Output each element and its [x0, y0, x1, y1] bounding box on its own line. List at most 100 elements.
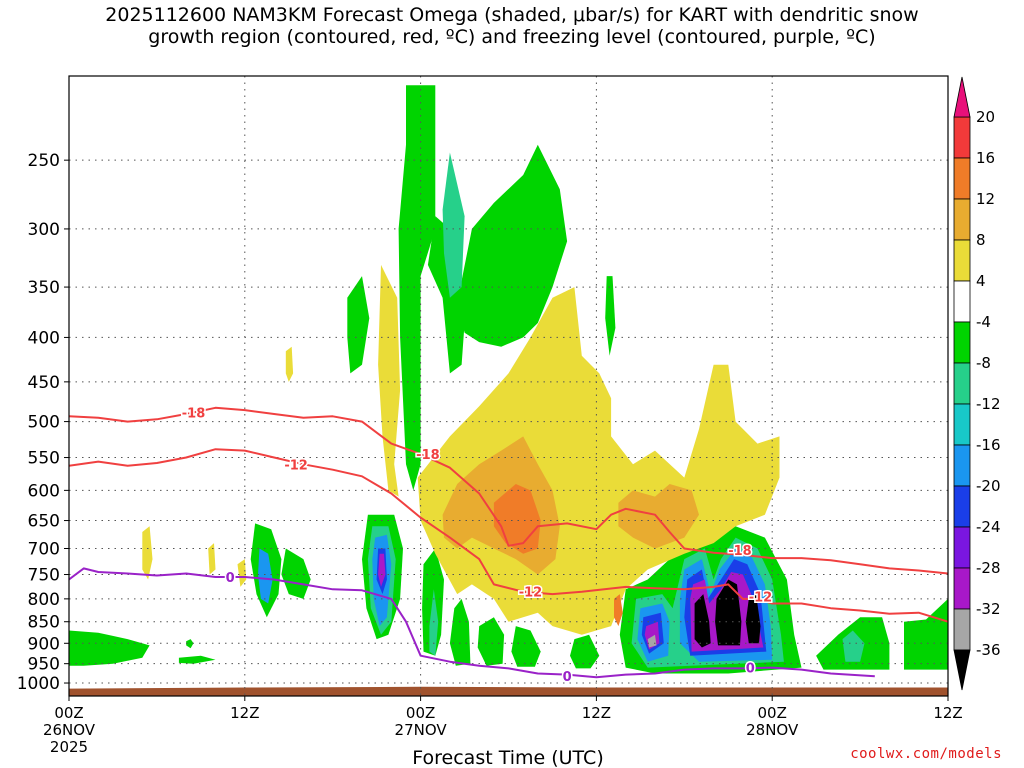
contour-label-0: -18	[182, 406, 206, 421]
colorbar-label-5: -4	[976, 313, 991, 331]
colorbar-band-11	[953, 567, 971, 610]
y-tick-label-800: 800	[28, 590, 60, 610]
omega-region-4	[605, 276, 616, 356]
colorbar-band-6	[953, 362, 971, 405]
colorbar-label-7: -12	[976, 395, 1001, 413]
x-tick-label-60: 12Z	[933, 704, 962, 722]
colorbar-label-8: -16	[976, 436, 1001, 454]
omega-region-42	[208, 543, 216, 575]
colorbar-band-3	[953, 239, 971, 282]
x-axis-label: Forecast Time (UTC)	[412, 747, 603, 768]
omega-region-36	[715, 579, 742, 646]
y-tick-label-1000: 1000	[17, 674, 60, 694]
omega-region-23	[842, 630, 865, 662]
colorbar-label-13: -36	[976, 641, 1001, 659]
omega-region-34	[647, 634, 657, 648]
contour-label-2: -18	[416, 448, 440, 463]
y-tick-label-300: 300	[28, 220, 60, 240]
omega-colorbar: 20 16 12 8 4 -4 -8 -12 -16 -20 -24 -28 -32 -36	[953, 76, 1001, 691]
colorbar-bottom-arrow	[953, 649, 971, 691]
colorbar-band-9	[953, 485, 971, 528]
omega-region-0	[398, 85, 436, 491]
y-tick-label-350: 350	[28, 278, 60, 298]
x-tick-label-24: 00Z	[406, 704, 435, 722]
y-tick-label-500: 500	[28, 413, 60, 433]
colorbar-top-arrow	[953, 76, 971, 118]
y-tick-label-650: 650	[28, 512, 60, 532]
omega-region-37	[745, 594, 761, 644]
contour-label-7: 0	[563, 670, 572, 685]
colorbar-label-12: -32	[976, 600, 1001, 618]
contour-0-2	[69, 567, 875, 679]
colorbar-band-5	[953, 321, 971, 364]
y-axis-ticks: 250 300 350 400 450 500 550 600 650 700 750 800 8509…	[17, 151, 69, 694]
x-tick-date-0: 26NOV	[43, 721, 96, 739]
omega-region-5	[69, 630, 150, 666]
omega-region-14	[511, 626, 541, 667]
x-tick-date-48: 28NOV	[746, 721, 799, 739]
colorbar-label-1: 16	[976, 149, 995, 167]
contour-label-5: -12	[749, 590, 773, 605]
y-tick-label-550: 550	[28, 449, 60, 469]
omega-region-19	[442, 152, 465, 298]
chart-title-line-1: 2025112600 NAM3KM Forecast Omega (shaded…	[105, 4, 919, 26]
y-tick-label-850: 850	[28, 613, 60, 633]
omega-region-9	[281, 548, 311, 599]
colorbar-label-4: 4	[976, 272, 986, 290]
terrain-fill	[69, 686, 948, 696]
colorbar-label-6: -8	[976, 354, 991, 372]
y-tick-label-250: 250	[28, 151, 60, 171]
colorbar-label-11: -28	[976, 559, 1001, 577]
contour-label-1: -12	[284, 458, 308, 473]
omega-region-3	[347, 276, 370, 374]
contour-label-8: 0	[746, 662, 755, 677]
plot-frame	[68, 75, 949, 697]
site-credit: coolwx.com/models	[850, 746, 1002, 762]
omega-region-24	[258, 548, 273, 604]
x-tick-label-48: 00Z	[758, 704, 787, 722]
omega-region-38	[285, 346, 294, 382]
contour-labels: -18 -12 -18 -12 -18 -12 0 0 0	[180, 405, 773, 687]
x-tick-year-0: 2025	[50, 738, 88, 756]
temperature-contours	[69, 406, 948, 679]
colorbar-band-4	[953, 280, 971, 323]
contour-label-6: 0	[226, 571, 235, 586]
omega-region-21	[429, 589, 439, 656]
y-tick-label-900: 900	[28, 634, 60, 654]
y-tick-label-450: 450	[28, 373, 60, 393]
colorbar-band-12	[953, 608, 971, 651]
omega-region-12	[449, 598, 471, 666]
x-tick-label-12: 12Z	[230, 704, 259, 722]
omega-region-6	[178, 655, 216, 664]
omega-region-13	[477, 617, 505, 666]
contour--18-0	[69, 406, 948, 575]
contour-label-4: -18	[728, 544, 752, 559]
omega-region-45	[618, 484, 699, 549]
y-tick-label-600: 600	[28, 481, 60, 501]
colorbar-label-9: -20	[976, 477, 1001, 495]
contour-label-3: -12	[519, 586, 543, 601]
omega-region-1	[427, 216, 465, 374]
colorbar-band-2	[953, 198, 971, 241]
omega-region-2	[457, 144, 568, 347]
omega-region-47	[614, 594, 623, 627]
colorbar-label-10: -24	[976, 518, 1001, 536]
x-tick-label-0: 00Z	[54, 704, 83, 722]
colorbar-band-7	[953, 403, 971, 446]
colorbar-label-2: 12	[976, 190, 995, 208]
x-tick-date-24: 27NOV	[395, 721, 448, 739]
omega-region-43	[237, 559, 247, 587]
omega-region-41	[142, 526, 153, 580]
y-tick-label-700: 700	[28, 539, 60, 559]
y-tick-label-750: 750	[28, 566, 60, 586]
chart-title-line-2: growth region (contoured, red, ºC) and f…	[148, 26, 876, 48]
y-tick-label-400: 400	[28, 328, 60, 348]
omega-shading	[69, 85, 948, 674]
omega-region-18	[904, 598, 948, 670]
x-tick-label-36: 12Z	[582, 704, 611, 722]
colorbar-label-0: 20	[976, 108, 995, 126]
contour--12-1	[69, 448, 948, 623]
colorbar-band-0	[953, 116, 971, 159]
